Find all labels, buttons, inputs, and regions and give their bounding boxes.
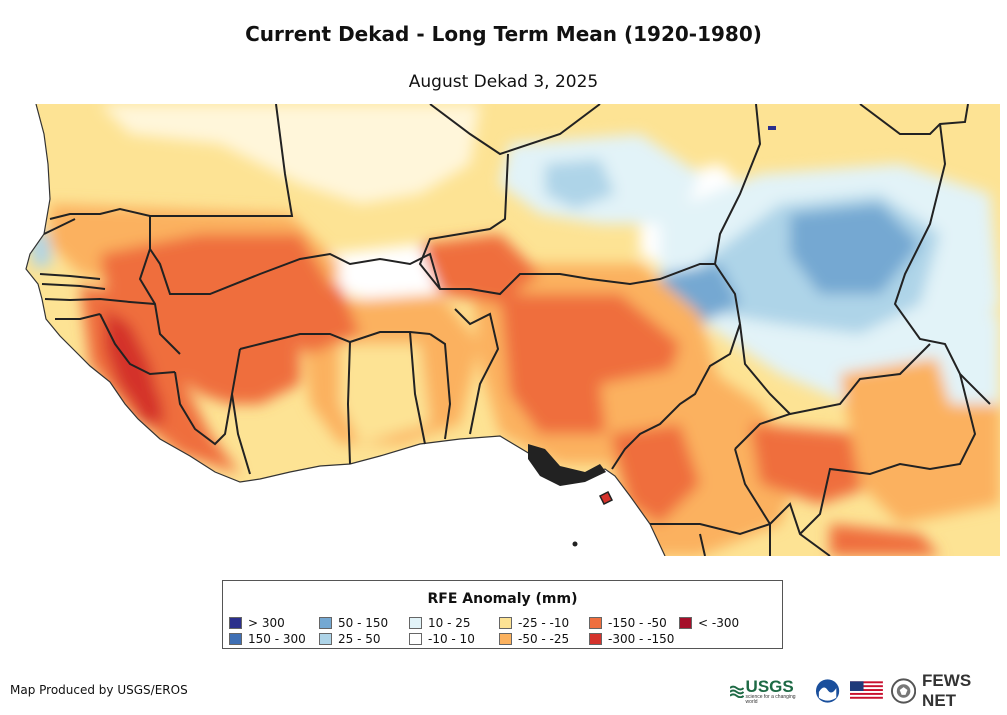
border-mali-burkina [149, 216, 441, 295]
anomaly-zone-very-dry-car [750, 424, 880, 504]
border-benin-niger [454, 308, 500, 435]
us-flag-icon [850, 681, 883, 701]
legend-swatch [499, 633, 512, 645]
legend-label: -25 - -10 [518, 616, 570, 630]
border-car-sudan [799, 373, 977, 535]
anomaly-zone-very-dry-burkina [280, 284, 360, 354]
anomaly-zone-neutral-east-margin [930, 314, 1000, 404]
border-togo-benin [409, 331, 426, 445]
sao-tome-island [572, 541, 578, 547]
legend-swatch [319, 633, 332, 645]
anomaly-zone-very-dry-niger-south [420, 234, 540, 304]
usgs-logo-text: USGS [745, 676, 794, 696]
legend-item: 150 - 300 [229, 631, 319, 647]
anomaly-zone-very-dry-south [830, 524, 940, 556]
legend-grid: > 300 150 - 300 50 - 150 25 - 50 10 - 25… [229, 615, 769, 647]
legend-swatch [319, 617, 332, 629]
usgs-wave-icon [730, 685, 744, 698]
anomaly-zone-extreme-sierra-leone [105, 309, 160, 414]
legend-item: < -300 [679, 615, 769, 631]
border-ivory-coast [230, 348, 251, 475]
anomaly-zone-25-50-niger [545, 159, 615, 209]
anomaly-zone-50-150-chad [790, 204, 920, 294]
legend-label: 50 - 150 [338, 616, 389, 630]
border-mali-algeria [429, 104, 601, 156]
border-nigeria-cameroon [611, 323, 741, 470]
map-title: Current Dekad - Long Term Mean (1920-198… [245, 22, 762, 46]
border-car-chad [789, 343, 931, 415]
border-guinea-bissau [55, 313, 101, 320]
border-senegal-guinea [44, 297, 156, 305]
border-niger-chad [713, 104, 762, 325]
border-benin-nigeria [429, 333, 452, 440]
legend-label: > 300 [248, 616, 285, 630]
lake-chad-marker [768, 126, 776, 130]
border-guinea-mali [138, 248, 181, 355]
border-chad-libya [859, 104, 969, 135]
legend-item: -50 - -25 [499, 631, 589, 647]
legend-label: 25 - 50 [338, 632, 381, 646]
legend-swatch [409, 617, 422, 629]
border-nigeria-niger [469, 263, 715, 296]
border-chad-sudan [893, 123, 991, 405]
bioko-island [598, 490, 614, 506]
legend-item: 25 - 50 [319, 631, 409, 647]
legend-label: -150 - -50 [608, 616, 667, 630]
border-burkina-ghana [239, 331, 431, 350]
legend-label: -300 - -150 [608, 632, 675, 646]
legend-item: 50 - 150 [319, 615, 409, 631]
legend-swatch [589, 617, 602, 629]
border-cameroon-gabon [650, 523, 771, 536]
legend-label: 150 - 300 [248, 632, 306, 646]
legend-swatch [499, 617, 512, 629]
map-subtitle: August Dekad 3, 2025 [408, 72, 599, 92]
legend-item: -10 - 10 [409, 631, 499, 647]
legend-item: > 300 [229, 615, 319, 631]
anomaly-zone-very-dry-guinea [100, 234, 330, 404]
usgs-logo: USGS science for a changing world [746, 678, 807, 705]
legend-item: -150 - -50 [589, 615, 679, 631]
legend-label: < -300 [698, 616, 740, 630]
anomaly-map [25, 104, 1000, 556]
border-senegal-mauritania [43, 218, 76, 235]
legend-label: -10 - 10 [428, 632, 475, 646]
border-ghana-togo [346, 341, 351, 465]
country-borders [39, 104, 991, 556]
border-car [734, 448, 771, 556]
legend-swatch [229, 633, 242, 645]
fews-net-logo: FEWS NET [922, 671, 972, 710]
border-cameroon-chad [734, 323, 792, 450]
border-mauritania-mali [49, 104, 294, 220]
legend-label: -50 - -25 [518, 632, 570, 646]
legend-swatch [229, 617, 242, 629]
legend: RFE Anomaly (mm) > 300 150 - 300 50 - 15… [222, 580, 783, 649]
legend-item: -300 - -150 [589, 631, 679, 647]
legend-swatch [589, 633, 602, 645]
legend-swatch [679, 617, 692, 629]
niger-delta-coast [528, 444, 606, 486]
state-dept-seal-icon [890, 678, 917, 704]
border-south [699, 502, 831, 556]
legend-title: RFE Anomaly (mm) [427, 591, 578, 607]
legend-item: -25 - -10 [499, 615, 589, 631]
anomaly-zone-neutral-north [100, 104, 480, 204]
anomaly-zone-extreme-liberia [130, 384, 165, 424]
footer-logos: USGS science for a changing world FEWS N… [730, 671, 1007, 710]
border-guinea-sierra-leone [99, 313, 176, 376]
border-senegal-gambia [39, 273, 106, 290]
map-credit: Map Produced by USGS/EROS [10, 683, 188, 697]
usgs-tagline: science for a changing world [745, 693, 796, 705]
anomaly-field [28, 104, 1000, 556]
noaa-logo-icon [815, 679, 840, 703]
legend-swatch [409, 633, 422, 645]
border-liberia-ivory-coast [174, 371, 233, 446]
legend-label: 10 - 25 [428, 616, 471, 630]
anomaly-zone-neutral-ghana-coast [340, 344, 430, 444]
legend-item: 10 - 25 [409, 615, 499, 631]
